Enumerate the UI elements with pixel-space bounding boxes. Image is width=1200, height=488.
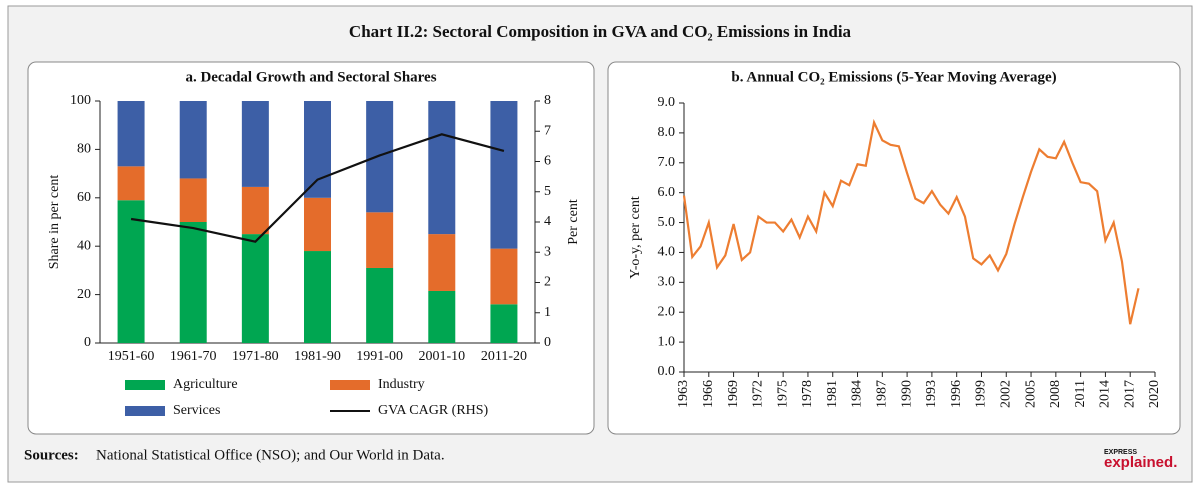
tick-label: 5 [544,184,551,199]
x-tick-label: 1972 [751,380,766,408]
tick-label: 2.0 [658,304,676,319]
tick-label: 2 [544,275,551,290]
bar-segment [117,166,145,201]
bar-segment [304,251,331,343]
bar-segment [179,222,207,343]
tick-label: 1 [544,305,551,320]
bar-segment [490,248,518,305]
bar-segment [241,186,269,235]
legend-key [125,380,165,390]
tick-label: 1.0 [658,334,676,349]
x-tick-label: 2017 [1122,380,1137,408]
bar-segment [366,267,394,343]
legend-label: Industry [378,377,425,392]
tick-label: 8 [544,93,551,108]
x-tick-label: 1963 [676,380,691,408]
tick-label: 20 [77,287,91,302]
x-tick-label: 1990 [899,380,914,408]
panel-b [607,61,1181,435]
x-tick-label: 1993 [924,380,939,408]
tick-label: 0.0 [658,364,676,379]
bar-segment [428,101,456,235]
tick-label: 7 [544,123,551,138]
x-tick-label: 1996 [949,380,964,408]
chart-title: a. Decadal Growth and Sectoral Shares [185,69,436,85]
y-axis-label: Y-o-y, per cent [628,196,643,279]
bar-segment [428,290,456,343]
tick-label: 8.0 [658,125,676,140]
tick-label: 100 [70,93,91,108]
x-tick-label: 2002 [998,380,1013,408]
bar-segment [428,234,456,291]
chart-title: b. Annual CO₂ Emissions (5-Year Moving A… [731,69,1056,85]
x-tick-label: 1975 [775,380,790,408]
tick-label: 0 [544,335,551,350]
tick-label: 40 [77,238,91,253]
logo-main: explained. [1104,454,1177,471]
legend-label: Services [173,403,220,418]
tick-label: 6.0 [658,185,676,200]
bar-segment [179,101,207,179]
figure-title: Chart II.2: Sectoral Composition in GVA … [349,22,852,41]
x-tick-label: 1984 [850,380,865,408]
bar-segment [117,101,145,167]
bar-segment [490,304,518,343]
x-tick-label: 1981 [825,380,840,408]
line [682,118,1140,325]
x-tick-label: 1961-70 [170,349,217,364]
bar-segment [366,212,394,268]
sources: National Statistical Office (NSO); and O… [96,447,445,463]
bar-segment [366,101,394,213]
tick-label: 60 [77,190,91,205]
x-tick-label: 1981-90 [294,349,341,364]
bar-segment [490,101,518,249]
tick-label: 80 [77,142,91,157]
legend-key [125,406,165,416]
bar-segment [241,101,269,187]
legend-label: Agriculture [173,377,238,392]
x-tick-label: 1991-00 [356,349,403,364]
x-tick-label: 2011 [1073,380,1088,407]
x-tick-label: 2008 [1048,380,1063,408]
logo-top: EXPRESS [1104,449,1137,456]
sources-label: Sources: [24,447,79,463]
x-tick-label: 2011-20 [481,349,527,364]
x-tick-label: 2001-10 [418,349,465,364]
x-tick-label: 1969 [726,380,741,408]
x-tick-label: 1951-60 [108,349,155,364]
x-tick-label: 1966 [701,380,716,408]
tick-label: 6 [544,154,551,169]
tick-label: 5.0 [658,215,676,230]
line [130,133,505,243]
y-axis-label: Share in per cent [47,175,62,270]
bar-segment [117,200,145,343]
tick-label: 3 [544,244,551,259]
x-tick-label: 1978 [800,380,815,408]
tick-label: 4 [544,214,551,229]
x-tick-label: 2005 [1023,380,1038,408]
tick-label: 7.0 [658,155,676,170]
tick-label: 0 [84,335,91,350]
tick-label: 9.0 [658,95,676,110]
legend-key [330,380,370,390]
x-tick-label: 1999 [974,380,989,408]
legend-label: GVA CAGR (RHS) [378,403,489,418]
bar-segment [304,197,331,252]
bar-segment [304,101,331,198]
bar-segment [179,178,207,222]
x-tick-label: 1987 [875,380,890,408]
x-tick-label: 2014 [1098,380,1113,408]
tick-label: 3.0 [658,275,676,290]
bar-segment [241,234,269,343]
tick-label: 4.0 [658,245,676,260]
x-tick-label: 2020 [1147,380,1162,408]
x-tick-label: 1971-80 [232,349,279,364]
y2-axis-label: Per cent [566,199,581,245]
